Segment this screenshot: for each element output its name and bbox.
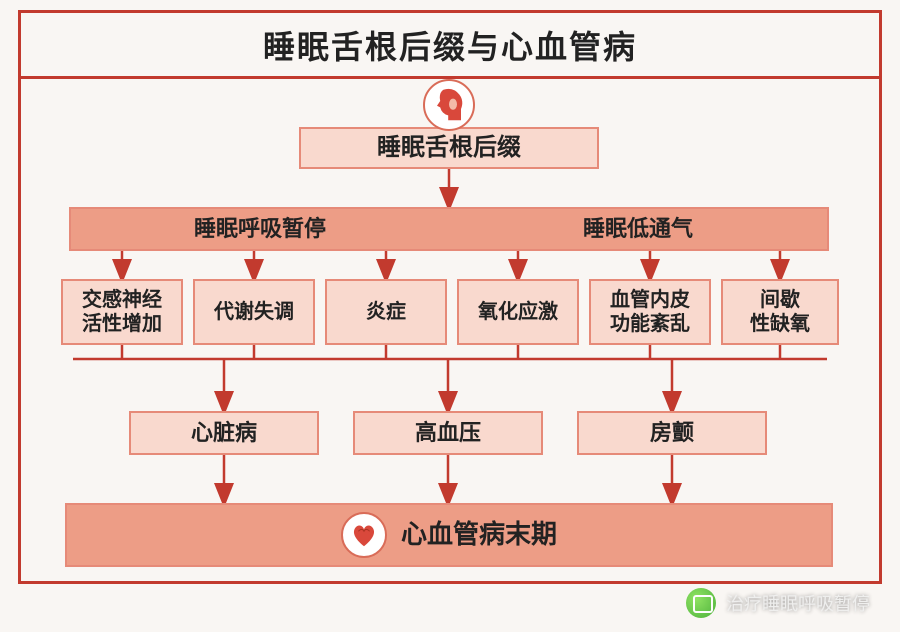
sleep-apnea-label: 睡眠呼吸暂停 [71,216,449,242]
node-root: 睡眠舌根后缀 [299,127,599,169]
diagram-frame: 睡眠舌根后缀与心血管病 睡眠舌根后缀睡眠呼吸暂停睡眠低通气交感神经 活性增加代谢… [18,10,882,584]
sleep-hypopnea-label: 睡眠低通气 [449,216,827,242]
node-sympathetic: 交感神经 活性增加 [61,279,183,345]
node-heart_disease: 心脏病 [129,411,319,455]
node-hypertension: 高血压 [353,411,543,455]
head-profile-icon [423,79,475,131]
title-bar: 睡眠舌根后缀与心血管病 [21,13,879,79]
diagram-title: 睡眠舌根后缀与心血管病 [263,22,637,68]
node-sleep-bar: 睡眠呼吸暂停睡眠低通气 [69,207,829,251]
diagram-canvas: 睡眠舌根后缀睡眠呼吸暂停睡眠低通气交感神经 活性增加代谢失调炎症氧化应激血管内皮… [21,79,879,581]
terminal-label: 心血管病末期 [401,519,557,550]
node-oxidative: 氧化应激 [457,279,579,345]
node-endothelial: 血管内皮 功能紊乱 [589,279,711,345]
node-terminal: 心血管病末期 [65,503,833,567]
watermark-text: 治疗睡眠呼吸暂停 [726,590,870,616]
node-metabolic: 代谢失调 [193,279,315,345]
watermark: 治疗睡眠呼吸暂停 [686,588,870,618]
node-hypoxia: 间歇 性缺氧 [721,279,839,345]
node-inflammation: 炎症 [325,279,447,345]
node-afib: 房颤 [577,411,767,455]
wechat-icon [686,588,716,618]
heart-icon [341,512,387,558]
